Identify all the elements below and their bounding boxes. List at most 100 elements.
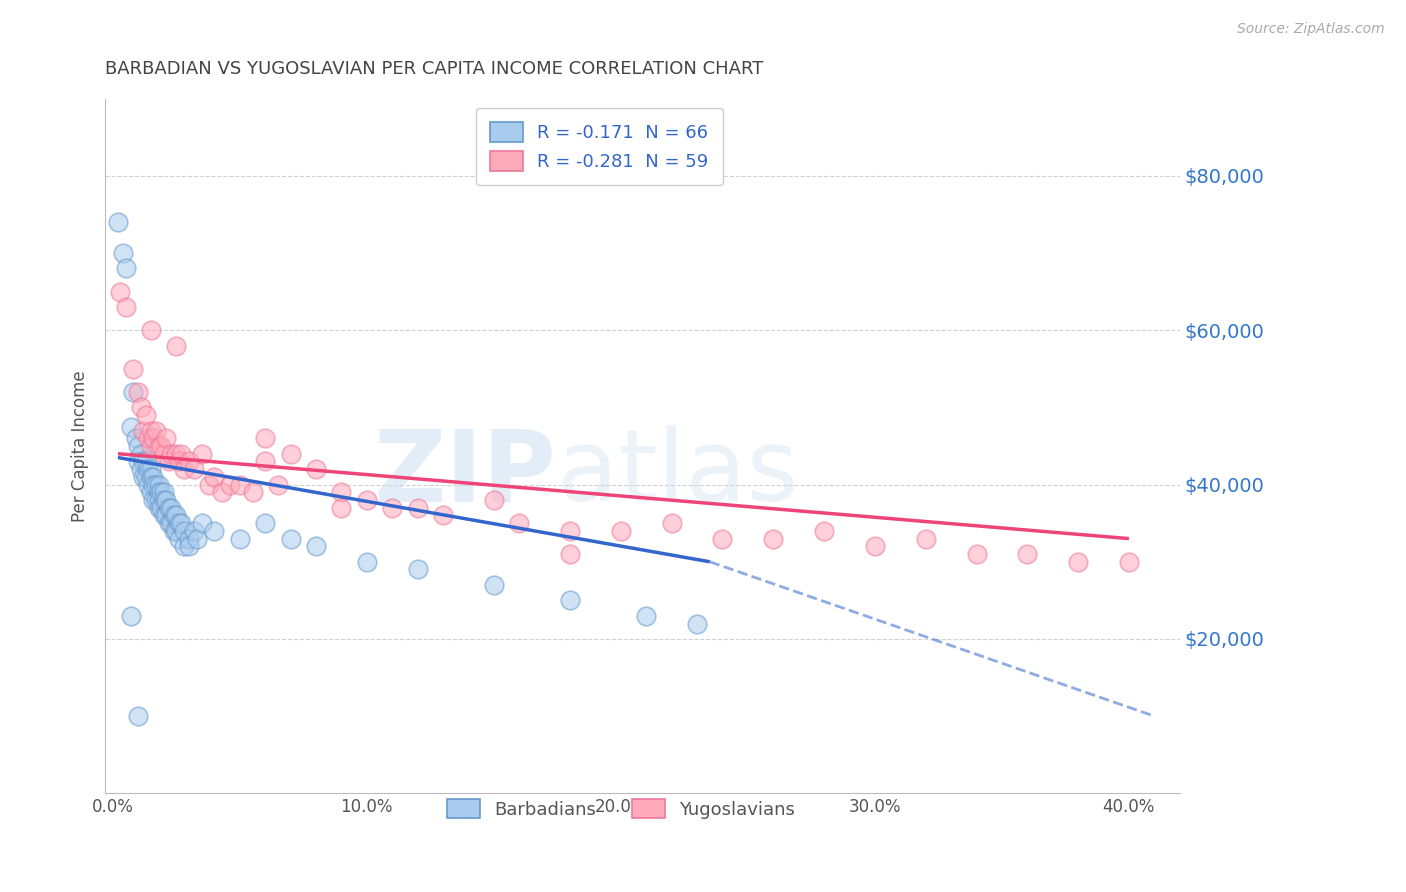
Point: [150, 439, 173, 453]
Point: [145, 477, 167, 491]
Point: [148, 485, 170, 500]
Point: [305, 539, 328, 553]
Point: [863, 539, 886, 553]
Point: [661, 516, 683, 531]
Point: [406, 562, 429, 576]
Point: [142, 470, 165, 484]
Point: [138, 431, 160, 445]
Point: [229, 477, 252, 491]
Point: [160, 447, 183, 461]
Point: [305, 462, 328, 476]
Point: [148, 493, 170, 508]
Point: [254, 454, 277, 468]
Point: [762, 532, 785, 546]
Point: [132, 470, 155, 484]
Point: [127, 439, 149, 453]
Point: [150, 485, 173, 500]
Point: [966, 547, 988, 561]
Point: [139, 323, 162, 337]
Point: [148, 439, 170, 453]
Point: [165, 338, 187, 352]
Point: [177, 454, 200, 468]
Text: Source: ZipAtlas.com: Source: ZipAtlas.com: [1237, 22, 1385, 37]
Point: [432, 508, 454, 523]
Point: [229, 532, 252, 546]
Point: [157, 500, 180, 515]
Point: [138, 462, 160, 476]
Point: [167, 454, 190, 468]
Point: [139, 485, 162, 500]
Point: [254, 431, 277, 445]
Point: [242, 485, 264, 500]
Point: [135, 454, 157, 468]
Point: [610, 524, 633, 538]
Point: [177, 539, 200, 553]
Point: [356, 493, 378, 508]
Point: [163, 524, 186, 538]
Point: [155, 508, 177, 523]
Point: [129, 401, 152, 415]
Point: [122, 361, 145, 376]
Point: [186, 532, 208, 546]
Point: [1067, 555, 1090, 569]
Point: [686, 616, 709, 631]
Point: [129, 462, 152, 476]
Point: [120, 608, 142, 623]
Point: [139, 462, 162, 476]
Point: [152, 508, 174, 523]
Point: [129, 447, 152, 461]
Point: [135, 408, 157, 422]
Point: [711, 532, 734, 546]
Point: [127, 454, 149, 468]
Point: [204, 524, 226, 538]
Point: [139, 439, 162, 453]
Point: [330, 500, 353, 515]
Point: [636, 608, 658, 623]
Text: BARBADIAN VS YUGOSLAVIAN PER CAPITA INCOME CORRELATION CHART: BARBADIAN VS YUGOSLAVIAN PER CAPITA INCO…: [105, 60, 763, 78]
Point: [163, 508, 186, 523]
Point: [157, 516, 180, 531]
Point: [558, 593, 581, 607]
Point: [280, 532, 302, 546]
Point: [152, 485, 174, 500]
Point: [150, 500, 173, 515]
Point: [204, 470, 226, 484]
Point: [406, 500, 429, 515]
Point: [145, 424, 167, 438]
Text: atlas: atlas: [557, 425, 799, 522]
Point: [167, 516, 190, 531]
Point: [170, 516, 193, 531]
Point: [190, 516, 212, 531]
Point: [482, 493, 505, 508]
Text: ZIP: ZIP: [374, 425, 557, 522]
Point: [152, 493, 174, 508]
Point: [135, 470, 157, 484]
Point: [198, 477, 221, 491]
Point: [267, 477, 290, 491]
Point: [183, 524, 205, 538]
Point: [482, 578, 505, 592]
Point: [152, 447, 174, 461]
Y-axis label: Per Capita Income: Per Capita Income: [72, 370, 89, 522]
Point: [330, 485, 353, 500]
Point: [280, 447, 302, 461]
Point: [114, 300, 136, 314]
Point: [125, 431, 148, 445]
Point: [142, 477, 165, 491]
Point: [142, 431, 165, 445]
Point: [145, 493, 167, 508]
Point: [558, 547, 581, 561]
Point: [558, 524, 581, 538]
Point: [114, 261, 136, 276]
Point: [120, 419, 142, 434]
Point: [132, 454, 155, 468]
Point: [254, 516, 277, 531]
Point: [111, 246, 134, 260]
Point: [122, 384, 145, 399]
Point: [110, 285, 132, 299]
Point: [914, 532, 936, 546]
Point: [170, 447, 193, 461]
Point: [148, 500, 170, 515]
Point: [160, 500, 183, 515]
Point: [165, 508, 187, 523]
